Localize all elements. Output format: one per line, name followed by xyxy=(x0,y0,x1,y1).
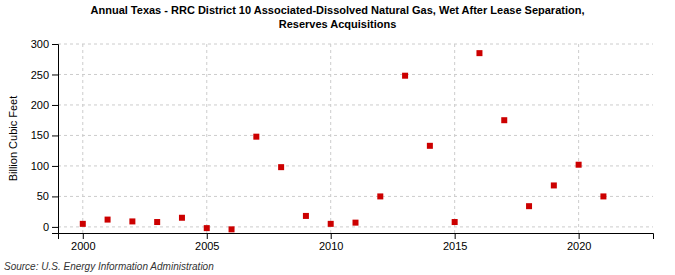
point xyxy=(129,218,135,224)
tick-mark xyxy=(455,233,456,239)
grid-line xyxy=(58,74,653,75)
point xyxy=(600,193,606,199)
tick: 300 xyxy=(31,38,58,50)
point xyxy=(253,134,259,140)
point xyxy=(353,220,359,226)
grid-line xyxy=(58,226,653,227)
axis-line xyxy=(52,45,59,234)
tick: 0 xyxy=(43,221,58,233)
grid-line xyxy=(58,135,653,136)
point xyxy=(476,50,482,56)
grid-line xyxy=(330,44,331,233)
tick-mark xyxy=(52,227,58,228)
point xyxy=(204,225,210,231)
tick-label: 2010 xyxy=(319,240,343,252)
tick-mark xyxy=(207,233,208,239)
tick: 2000 xyxy=(71,233,95,252)
point xyxy=(501,117,507,123)
tick-label: 150 xyxy=(31,129,49,141)
point xyxy=(526,203,532,209)
tick-mark xyxy=(331,233,332,239)
tick-label: 100 xyxy=(31,160,49,172)
tick: 50 xyxy=(37,190,58,202)
grid-line xyxy=(206,44,207,233)
title: Annual Texas - RRC District 10 Associate… xyxy=(91,4,585,30)
point xyxy=(105,217,111,223)
tick-label: 2020 xyxy=(567,240,591,252)
tick-label: 2015 xyxy=(443,240,467,252)
tick: 250 xyxy=(31,69,58,81)
tick: 2020 xyxy=(567,233,591,252)
grid-line xyxy=(58,196,653,197)
grid xyxy=(58,44,653,233)
point xyxy=(303,213,309,219)
point xyxy=(179,215,185,221)
tick-label: 250 xyxy=(31,69,49,81)
point xyxy=(377,193,383,199)
tick-mark xyxy=(52,135,58,136)
point xyxy=(427,143,433,149)
point xyxy=(402,73,408,79)
grid-line xyxy=(58,44,653,45)
tick: 100 xyxy=(31,160,58,172)
chart: 2000 2005 2010 2015 2020 0 50 100 150 200 250 300 Bi… xyxy=(0,0,675,275)
grid-line xyxy=(58,104,653,105)
tick: 2015 xyxy=(443,233,467,252)
tick-mark xyxy=(52,196,58,197)
tick: 200 xyxy=(31,99,58,111)
tick-label: 2005 xyxy=(195,240,219,252)
x-axis: 2000 2005 2010 2015 2020 xyxy=(59,233,654,252)
point xyxy=(278,164,284,170)
title-line: Reserves Acquisitions xyxy=(279,18,397,30)
plot: 2000 2005 2010 2015 2020 0 50 100 150 200 250 300 xyxy=(31,38,654,252)
points xyxy=(80,50,607,232)
tick: 2010 xyxy=(319,233,343,252)
grid-line xyxy=(82,44,83,233)
tick-label: 300 xyxy=(31,38,49,50)
point xyxy=(328,221,334,227)
point xyxy=(80,221,86,227)
tick: 2005 xyxy=(195,233,219,252)
tick-mark xyxy=(52,105,58,106)
tick-label: 200 xyxy=(31,99,49,111)
point xyxy=(551,182,557,188)
point xyxy=(452,219,458,225)
grid-line xyxy=(578,44,579,233)
grid-line xyxy=(454,44,455,233)
tick-mark xyxy=(83,233,84,239)
y-axis-title: Billion Cubic Feet xyxy=(7,96,19,182)
tick-mark xyxy=(52,166,58,167)
tick-mark xyxy=(579,233,580,239)
tick-label: 0 xyxy=(43,221,49,233)
source: Source: U.S. Energy Information Administ… xyxy=(4,261,214,272)
tick-label: 2000 xyxy=(71,240,95,252)
tick: 150 xyxy=(31,129,58,141)
point xyxy=(154,219,160,225)
tick-label: 50 xyxy=(37,190,49,202)
point xyxy=(576,162,582,168)
axis-line xyxy=(59,234,654,240)
grid-line xyxy=(58,165,653,166)
tick-mark xyxy=(52,74,58,75)
y-axis: 0 50 100 150 200 250 300 xyxy=(31,38,59,233)
title-line: Annual Texas - RRC District 10 Associate… xyxy=(91,4,585,16)
point xyxy=(229,226,235,232)
tick-mark xyxy=(52,44,58,45)
